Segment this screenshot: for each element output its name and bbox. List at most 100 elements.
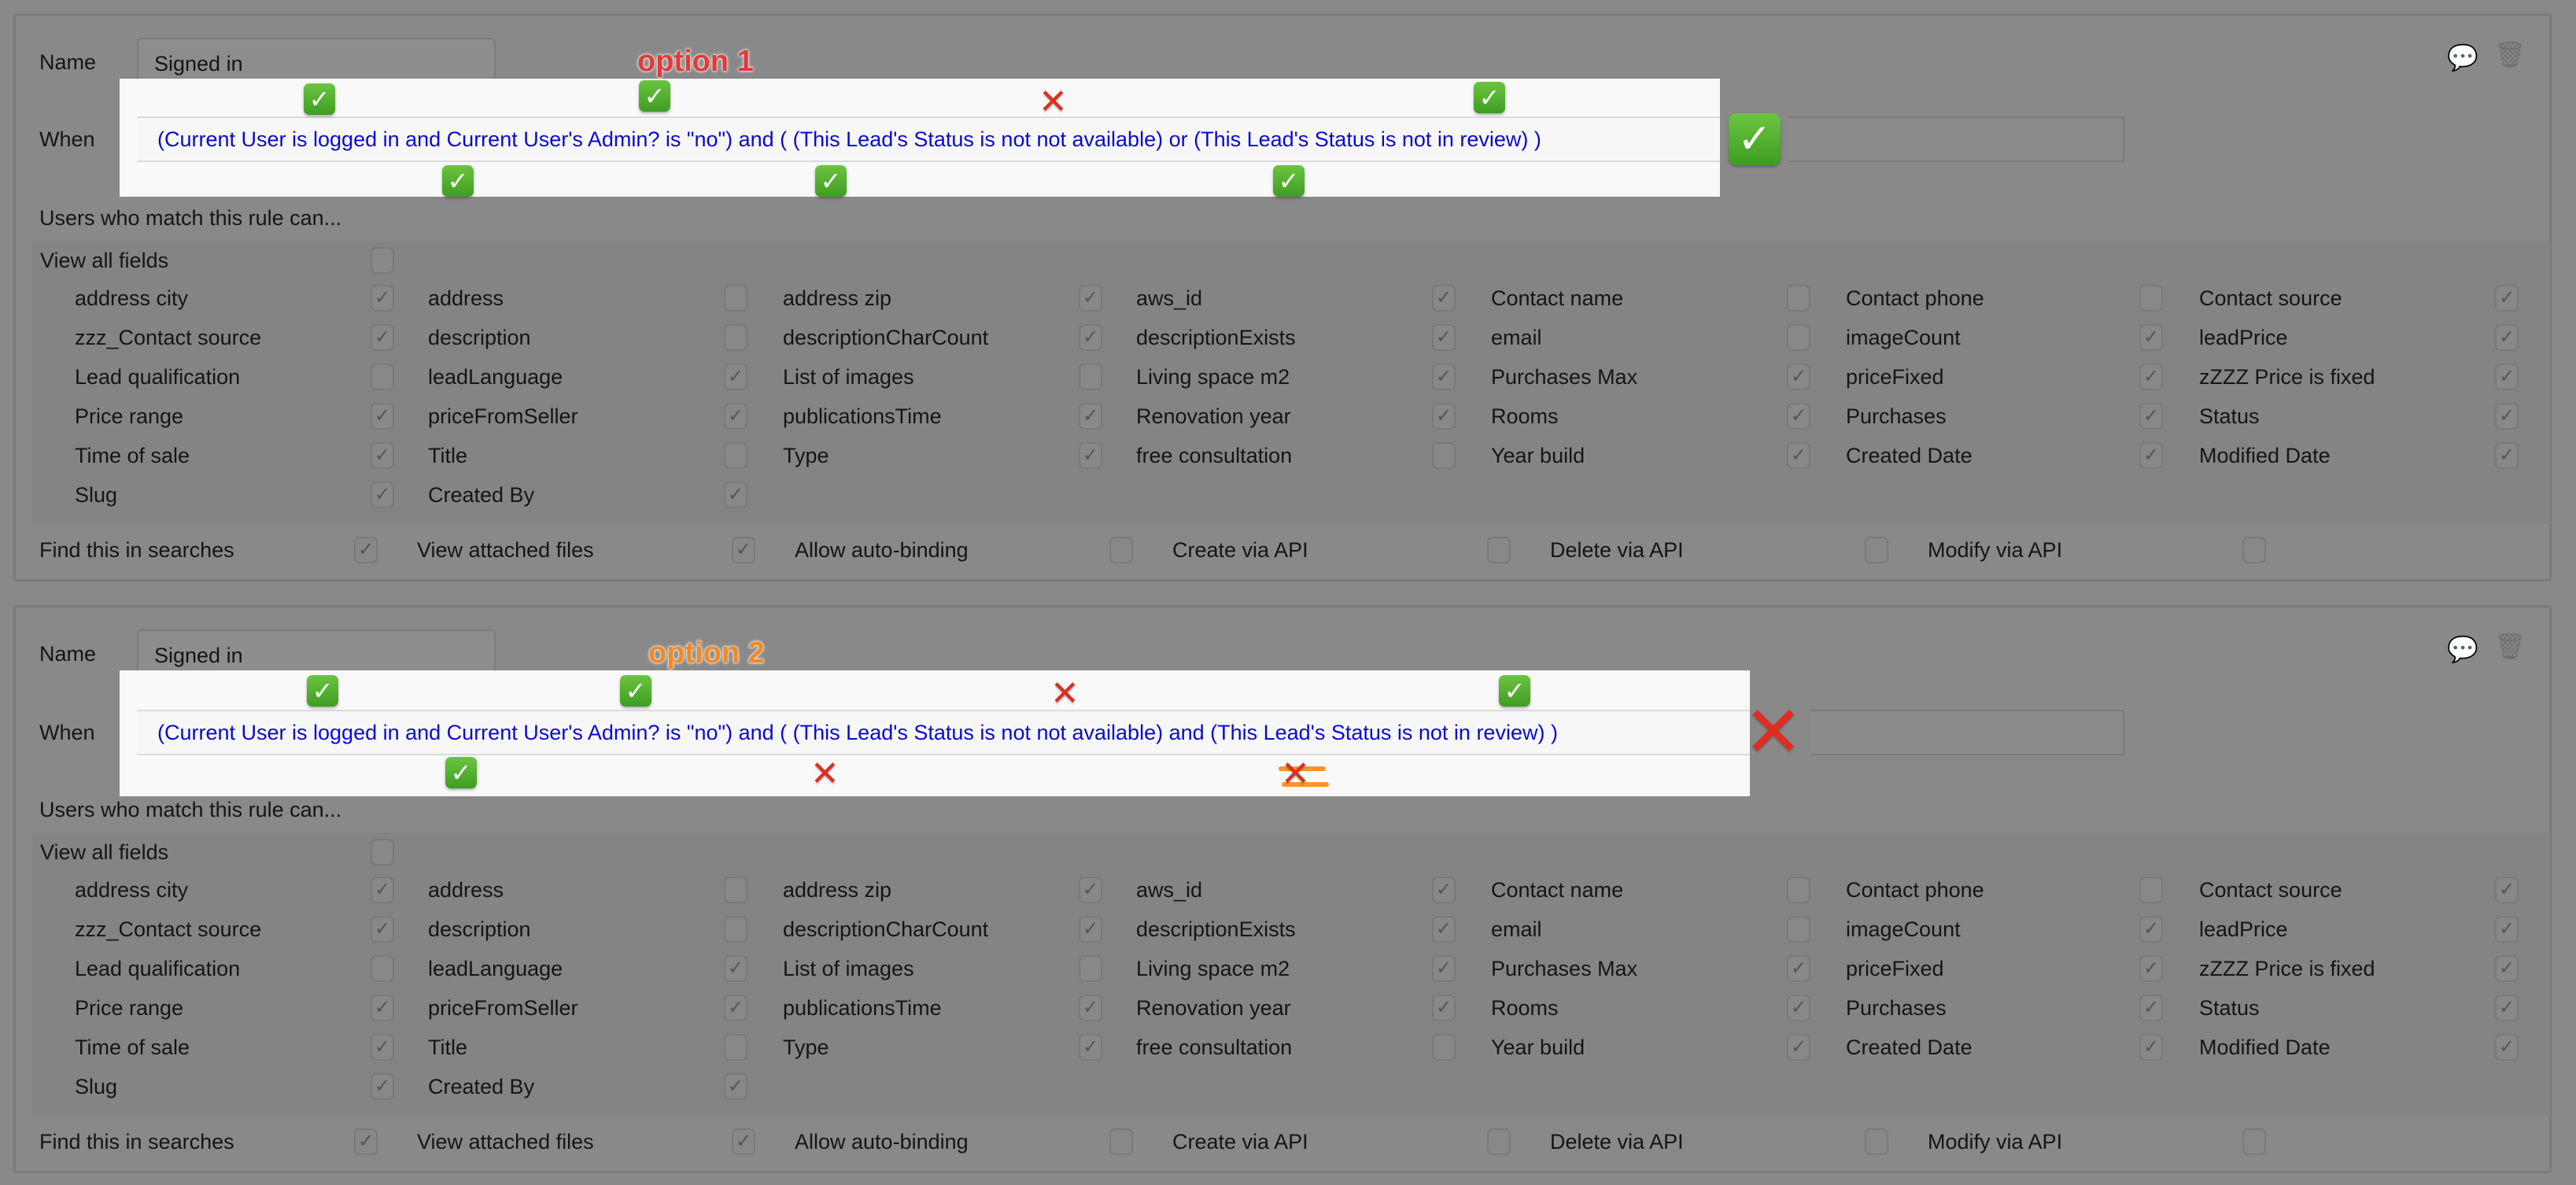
field-checkbox[interactable]: ✓ xyxy=(724,364,747,390)
field-checkbox[interactable]: ✓ xyxy=(371,916,394,943)
field-checkbox[interactable]: ✓ xyxy=(2495,442,2519,469)
field-checkbox[interactable]: ✓ xyxy=(1079,877,1102,903)
field-checkbox[interactable]: ✓ xyxy=(1079,324,1102,351)
field-checkbox[interactable]: ✓ xyxy=(2139,442,2163,469)
field-checkbox[interactable] xyxy=(724,285,747,312)
field-checkbox[interactable]: ✓ xyxy=(371,442,394,469)
field-checkbox[interactable]: ✓ xyxy=(2139,995,2163,1021)
field-checkbox[interactable] xyxy=(724,1034,747,1061)
field-checkbox[interactable] xyxy=(724,916,747,943)
field-checkbox[interactable]: ✓ xyxy=(371,285,394,312)
comment-icon[interactable]: 💬 xyxy=(2447,635,2478,663)
permission-checkbox[interactable] xyxy=(1487,1128,1511,1155)
condition-expression[interactable]: (Current User is logged in and Current U… xyxy=(157,127,1541,151)
field-checkbox[interactable]: ✓ xyxy=(1432,364,1456,390)
field-checkbox[interactable]: ✓ xyxy=(1787,364,1810,390)
field-checkbox[interactable]: ✓ xyxy=(1079,916,1102,943)
field-checkbox[interactable]: ✓ xyxy=(371,1034,394,1061)
field-checkbox[interactable] xyxy=(1787,916,1810,943)
field-checkbox[interactable]: ✓ xyxy=(2495,285,2519,312)
field-checkbox[interactable]: ✓ xyxy=(1432,285,1456,312)
field-checkbox[interactable]: ✓ xyxy=(2495,364,2519,390)
field-checkbox[interactable]: ✓ xyxy=(371,877,394,903)
when-condition-input[interactable] xyxy=(137,116,1720,162)
permission-checkbox[interactable]: ✓ xyxy=(354,1128,378,1155)
permission-checkbox[interactable] xyxy=(1109,537,1133,563)
when-condition-input-end[interactable] xyxy=(1788,116,2124,162)
permission-checkbox[interactable]: ✓ xyxy=(732,1128,755,1155)
field-checkbox[interactable] xyxy=(1079,955,1102,982)
field-checkbox[interactable]: ✓ xyxy=(2495,877,2519,903)
trash-icon[interactable]: 🗑 xyxy=(2494,632,2526,660)
when-condition-input-end[interactable] xyxy=(1810,710,2124,755)
field-checkbox[interactable] xyxy=(2139,285,2163,312)
field-checkbox[interactable]: ✓ xyxy=(1432,955,1456,982)
field-checkbox[interactable]: ✓ xyxy=(2139,1034,2163,1061)
field-checkbox[interactable]: ✓ xyxy=(371,324,394,351)
permission-checkbox[interactable] xyxy=(1865,537,1888,563)
field-checkbox[interactable]: ✓ xyxy=(1787,442,1810,469)
permission-checkbox[interactable]: ✓ xyxy=(354,537,378,563)
field-checkbox[interactable]: ✓ xyxy=(724,403,747,430)
field-checkbox[interactable] xyxy=(724,877,747,903)
field-checkbox[interactable]: ✓ xyxy=(2495,324,2519,351)
permission-checkbox[interactable] xyxy=(2242,537,2266,563)
field-checkbox[interactable]: ✓ xyxy=(371,995,394,1021)
field-checkbox[interactable] xyxy=(1432,442,1456,469)
field-checkbox[interactable] xyxy=(724,442,747,469)
field-checkbox[interactable] xyxy=(1787,877,1810,903)
field-checkbox[interactable]: ✓ xyxy=(1079,403,1102,430)
field-checkbox[interactable]: ✓ xyxy=(2139,955,2163,982)
permission-checkbox[interactable]: ✓ xyxy=(732,537,755,563)
field-checkbox[interactable]: ✓ xyxy=(1079,285,1102,312)
field-checkbox[interactable]: ✓ xyxy=(1432,995,1456,1021)
field-checkbox[interactable]: ✓ xyxy=(2139,403,2163,430)
field-checkbox[interactable] xyxy=(724,324,747,351)
field-checkbox[interactable] xyxy=(1432,1034,1456,1061)
field-checkbox[interactable] xyxy=(2139,877,2163,903)
field-checkbox[interactable]: ✓ xyxy=(2495,916,2519,943)
field-checkbox[interactable]: ✓ xyxy=(2495,403,2519,430)
field-checkbox[interactable]: ✓ xyxy=(1079,442,1102,469)
field-checkbox[interactable]: ✓ xyxy=(2139,916,2163,943)
comment-icon[interactable]: 💬 xyxy=(2447,43,2478,72)
field-checkbox[interactable] xyxy=(371,955,394,982)
field-checkbox[interactable]: ✓ xyxy=(371,482,394,508)
field-checkbox[interactable] xyxy=(1787,285,1810,312)
field-checkbox[interactable]: ✓ xyxy=(1432,324,1456,351)
field-label: Purchases xyxy=(1846,404,1947,428)
when-condition-input[interactable] xyxy=(137,710,1750,755)
permission-checkbox[interactable] xyxy=(1487,537,1511,563)
annotation-label: option 2 xyxy=(648,637,765,670)
view-all-fields-checkbox[interactable] xyxy=(371,247,394,274)
field-checkbox[interactable]: ✓ xyxy=(1787,1034,1810,1061)
field-checkbox[interactable]: ✓ xyxy=(1079,995,1102,1021)
field-checkbox[interactable]: ✓ xyxy=(1787,403,1810,430)
field-checkbox[interactable] xyxy=(371,364,394,390)
field-checkbox[interactable]: ✓ xyxy=(724,955,747,982)
field-checkbox[interactable]: ✓ xyxy=(371,1073,394,1100)
field-checkbox[interactable]: ✓ xyxy=(1787,995,1810,1021)
field-checkbox[interactable]: ✓ xyxy=(1432,403,1456,430)
field-checkbox[interactable] xyxy=(1787,324,1810,351)
trash-icon[interactable]: 🗑 xyxy=(2494,40,2526,68)
field-checkbox[interactable]: ✓ xyxy=(724,482,747,508)
view-all-fields-checkbox[interactable] xyxy=(371,839,394,866)
permission-checkbox[interactable] xyxy=(1865,1128,1888,1155)
field-checkbox[interactable]: ✓ xyxy=(2495,995,2519,1021)
field-checkbox[interactable]: ✓ xyxy=(1787,955,1810,982)
field-checkbox[interactable]: ✓ xyxy=(2139,364,2163,390)
field-checkbox[interactable]: ✓ xyxy=(1432,916,1456,943)
field-checkbox[interactable]: ✓ xyxy=(2495,955,2519,982)
field-checkbox[interactable]: ✓ xyxy=(724,995,747,1021)
field-checkbox[interactable]: ✓ xyxy=(2139,324,2163,351)
permission-checkbox[interactable] xyxy=(1109,1128,1133,1155)
field-checkbox[interactable]: ✓ xyxy=(371,403,394,430)
field-checkbox[interactable]: ✓ xyxy=(724,1073,747,1100)
field-checkbox[interactable]: ✓ xyxy=(1079,1034,1102,1061)
condition-expression[interactable]: (Current User is logged in and Current U… xyxy=(157,721,1558,744)
permission-checkbox[interactable] xyxy=(2242,1128,2266,1155)
field-checkbox[interactable]: ✓ xyxy=(1432,877,1456,903)
field-checkbox[interactable]: ✓ xyxy=(2495,1034,2519,1061)
field-checkbox[interactable] xyxy=(1079,364,1102,390)
